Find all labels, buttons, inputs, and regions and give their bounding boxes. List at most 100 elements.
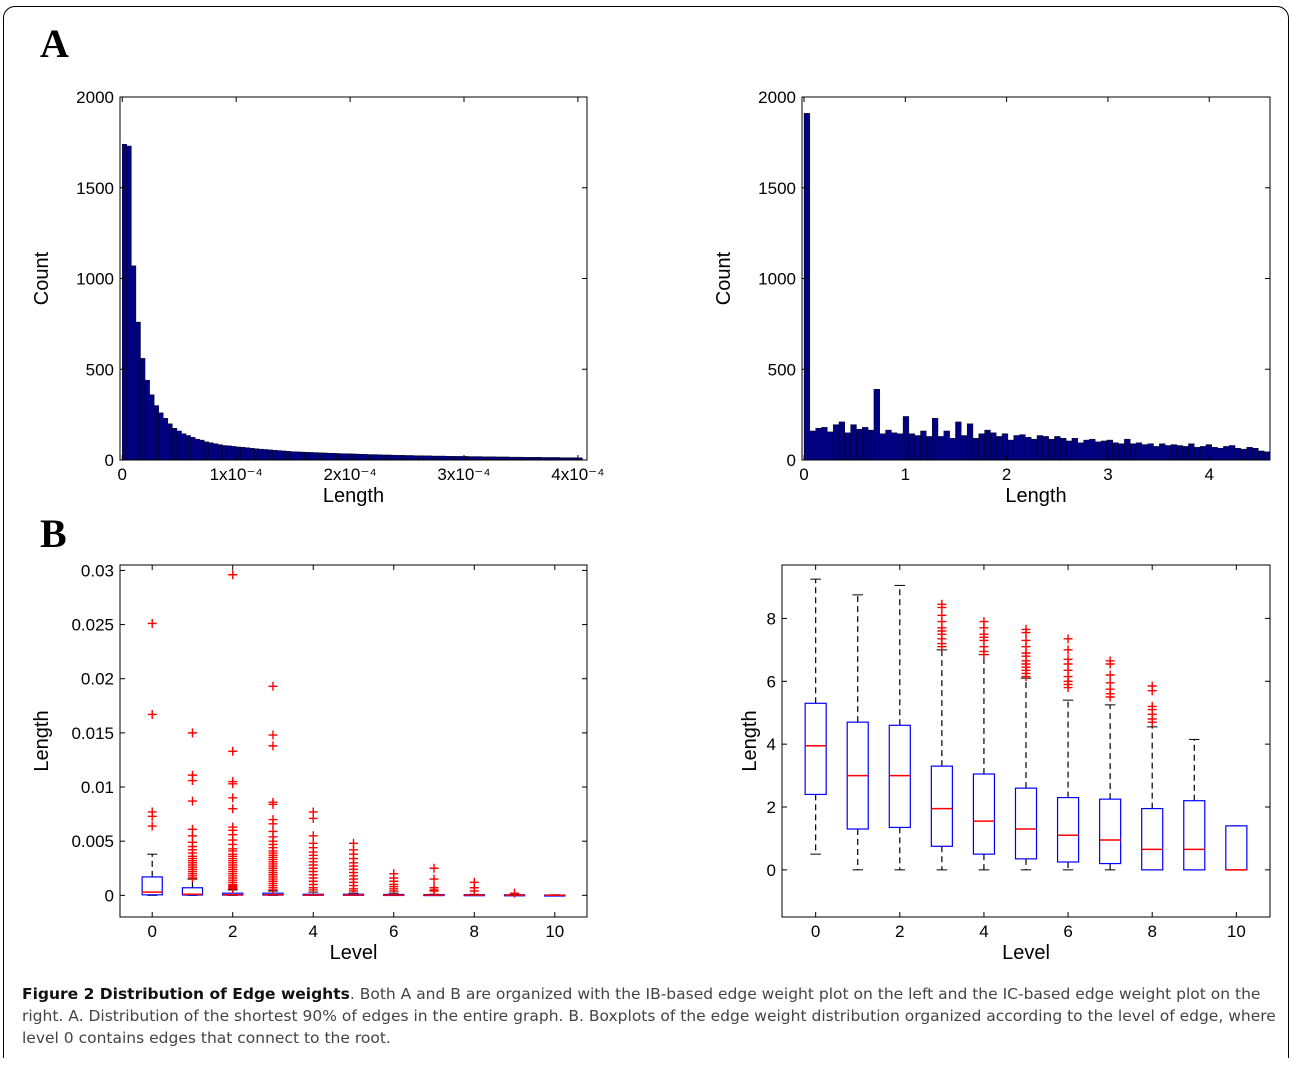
outlier-marker [389, 886, 399, 896]
y-tick-label: 0 [767, 861, 776, 880]
y-tick-label: 0.005 [71, 832, 114, 851]
x-tick-label: 0 [147, 922, 156, 941]
outlier-marker [429, 886, 439, 896]
outlier-marker [1063, 683, 1073, 693]
outlier-marker [268, 799, 278, 809]
outlier-marker [268, 885, 278, 895]
box [141, 876, 163, 896]
y-tick-label: 0.025 [71, 616, 114, 635]
x-tick-label: 4 [1204, 465, 1213, 484]
panel-label-a: A [40, 21, 69, 66]
y-tick-label: 0 [105, 451, 114, 470]
outlier-marker [268, 819, 278, 829]
y-axis-label: Length [739, 710, 761, 771]
x-tick-label: 1x10⁻⁴ [210, 465, 263, 484]
outlier-marker [187, 776, 197, 786]
outlier-marker [308, 813, 318, 823]
x-tick-label: 8 [1147, 922, 1156, 941]
outlier-marker [268, 730, 278, 740]
y-tick-label: 0.03 [81, 561, 114, 580]
outlier-marker [187, 873, 197, 883]
box [888, 724, 911, 829]
y-axis-label: Count [31, 251, 53, 305]
outlier-marker [1105, 692, 1115, 702]
outlier-marker [1147, 717, 1157, 727]
x-tick-label: 0 [118, 465, 127, 484]
outlier-marker [228, 884, 238, 894]
box [930, 765, 953, 847]
x-tick-label: 3x10⁻⁴ [437, 465, 490, 484]
figure-caption: Figure 2 Distribution of Edge weights. B… [22, 983, 1277, 1049]
y-tick-label: 1000 [76, 270, 114, 289]
y-tick-label: 2000 [76, 88, 114, 107]
x-tick-label: 2 [228, 922, 237, 941]
y-tick-label: 1500 [758, 179, 796, 198]
outlier-marker [469, 886, 479, 896]
x-tick-label: 2 [895, 922, 904, 941]
x-tick-label: 0 [799, 465, 808, 484]
x-tick-label: 6 [1063, 922, 1072, 941]
caption-title: Figure 2 Distribution of Edge weights [22, 985, 350, 1003]
x-axis-label: Level [330, 942, 378, 964]
outlier-marker [228, 793, 238, 803]
x-tick-label: 10 [545, 922, 564, 941]
outlier-marker [268, 741, 278, 751]
y-tick-label: 1000 [758, 270, 796, 289]
outlier-marker [147, 821, 157, 831]
outlier-marker [1105, 670, 1115, 680]
outlier-marker [979, 650, 989, 660]
x-axis-label: Length [323, 485, 384, 507]
outlier-marker [1021, 628, 1031, 638]
x-tick-label: 10 [1227, 922, 1246, 941]
box [1183, 800, 1206, 871]
outlier-marker [228, 779, 238, 789]
x-tick-label: 0 [811, 922, 820, 941]
box [804, 702, 827, 796]
outlier-marker [147, 811, 157, 821]
outlier-marker [228, 570, 238, 580]
outlier-marker [1021, 672, 1031, 682]
y-tick-label: 4 [767, 735, 776, 754]
outlier-marker [937, 642, 947, 652]
box [1225, 825, 1248, 871]
x-tick-label: 1 [901, 465, 910, 484]
box [972, 773, 996, 855]
y-tick-label: 8 [767, 609, 776, 628]
figure-frame [3, 6, 1289, 1058]
y-tick-label: 500 [768, 360, 796, 379]
outlier-marker [429, 874, 439, 884]
box [1141, 807, 1164, 871]
box [1014, 787, 1038, 860]
box [1099, 798, 1122, 865]
x-tick-label: 2 [1002, 465, 1011, 484]
x-tick-label: 3 [1103, 465, 1112, 484]
outlier-marker [147, 618, 157, 628]
outlier-marker [510, 888, 520, 898]
x-tick-label: 8 [470, 922, 479, 941]
caption-text: . Both A and B are organized with the IB… [22, 985, 1276, 1047]
x-tick-label: 4 [979, 922, 988, 941]
outlier-marker [187, 796, 197, 806]
outlier-marker [147, 709, 157, 719]
outlier-marker [308, 831, 318, 841]
y-tick-label: 1500 [76, 179, 114, 198]
outlier-marker [1105, 659, 1115, 669]
plot-area-frame [781, 564, 1271, 918]
y-tick-label: 0 [105, 886, 114, 905]
outlier-marker [349, 886, 358, 896]
outlier-marker [1063, 645, 1073, 655]
x-tick-label: 6 [389, 922, 398, 941]
y-axis-label: Count [713, 251, 735, 305]
outlier-marker [187, 728, 197, 738]
y-tick-label: 0.015 [71, 724, 114, 743]
outlier-marker [937, 602, 947, 612]
y-tick-label: 0.01 [81, 778, 114, 797]
y-tick-label: 0 [787, 451, 796, 470]
outlier-marker [228, 746, 238, 756]
x-axis-label: Level [1002, 942, 1050, 964]
outlier-marker [308, 885, 318, 895]
outlier-marker [1147, 686, 1157, 696]
